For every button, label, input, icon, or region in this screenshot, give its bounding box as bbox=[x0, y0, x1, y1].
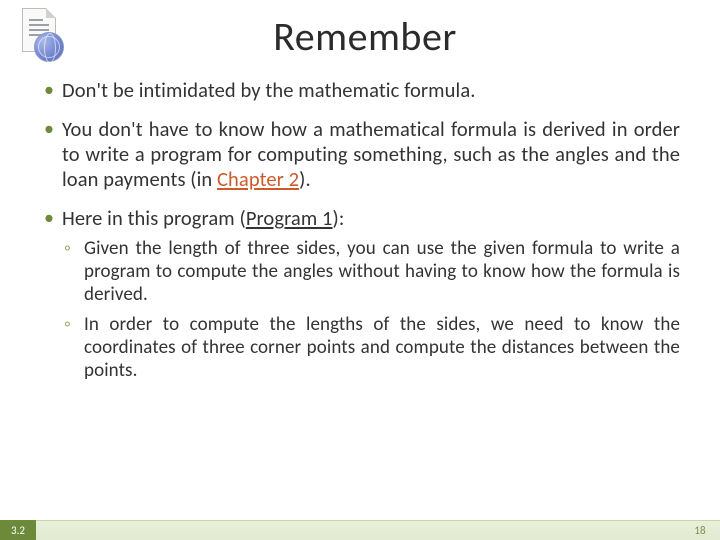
bullet-text-post: ): bbox=[333, 205, 345, 231]
chapter-link[interactable]: Chapter 2 bbox=[217, 166, 299, 192]
bullet-text-pre: You don't have to know how a mathematica… bbox=[62, 116, 680, 192]
bullet-item: Don't be intimidated by the mathematic f… bbox=[40, 78, 680, 103]
globe-icon bbox=[34, 32, 64, 62]
footer-bar bbox=[36, 520, 680, 540]
slide-title: Remember bbox=[70, 12, 720, 61]
sub-bullet-item: Given the length of three sides, you can… bbox=[62, 237, 680, 307]
slide-footer: 3.2 18 bbox=[0, 520, 720, 540]
sub-bullet-list: Given the length of three sides, you can… bbox=[62, 237, 680, 382]
bullet-text: Don't be intimidated by the mathematic f… bbox=[62, 77, 476, 103]
slide-header: Remember bbox=[0, 0, 720, 72]
footer-section-badge: 3.2 bbox=[0, 520, 36, 540]
program-link[interactable]: Program 1 bbox=[246, 205, 333, 231]
sub-bullet-item: In order to compute the lengths of the s… bbox=[62, 313, 680, 383]
slide-content: Don't be intimidated by the mathematic f… bbox=[0, 72, 720, 382]
slide: Remember Don't be intimidated by the mat… bbox=[0, 0, 720, 540]
bullet-list: Don't be intimidated by the mathematic f… bbox=[40, 78, 680, 382]
document-globe-icon bbox=[14, 8, 70, 64]
bullet-item: You don't have to know how a mathematica… bbox=[40, 117, 680, 192]
bullet-item: Here in this program (Program 1): Given … bbox=[40, 206, 680, 382]
sub-bullet-text: Given the length of three sides, you can… bbox=[84, 237, 680, 306]
footer-page-number: 18 bbox=[680, 520, 720, 540]
bullet-text-post: ). bbox=[299, 166, 311, 192]
sub-bullet-text: In order to compute the lengths of the s… bbox=[84, 313, 680, 382]
bullet-text-pre: Here in this program ( bbox=[62, 205, 246, 231]
